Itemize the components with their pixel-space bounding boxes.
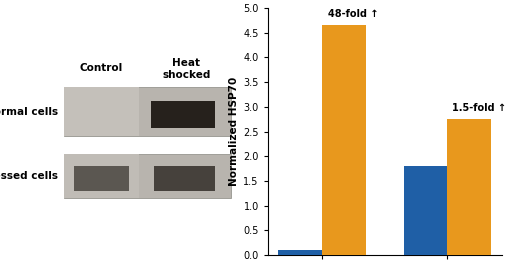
Bar (279, 250, 322, 255)
FancyBboxPatch shape (74, 166, 130, 191)
FancyBboxPatch shape (65, 87, 231, 136)
Text: 48-fold ↑: 48-fold ↑ (328, 9, 379, 19)
Bar (403, 166, 447, 255)
FancyBboxPatch shape (65, 154, 139, 198)
FancyBboxPatch shape (151, 100, 215, 128)
Bar (322, 25, 366, 255)
Text: Stressed cells: Stressed cells (0, 171, 58, 181)
FancyBboxPatch shape (65, 87, 139, 136)
Text: Control: Control (79, 63, 123, 73)
Y-axis label: Normalized HSP70: Normalized HSP70 (229, 77, 239, 186)
FancyBboxPatch shape (155, 166, 215, 191)
Bar (447, 119, 491, 255)
Text: 1.5-fold ↑: 1.5-fold ↑ (452, 103, 506, 113)
Text: Heat
shocked: Heat shocked (162, 58, 210, 80)
Text: Normal cells: Normal cells (0, 107, 58, 117)
FancyBboxPatch shape (65, 154, 231, 198)
